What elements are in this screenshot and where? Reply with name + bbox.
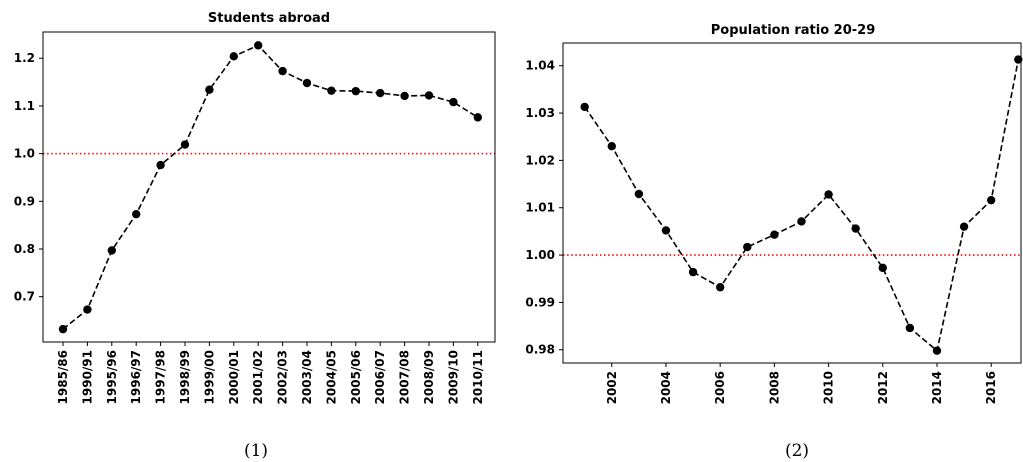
data-point — [327, 86, 336, 95]
data-point — [229, 52, 238, 61]
data-point — [959, 222, 969, 231]
chart-1-plot-frame — [42, 31, 496, 343]
x-tick-label: 2016 — [984, 371, 998, 404]
x-tick-label: 2007/08 — [398, 350, 412, 404]
y-tick-label: 1.0 — [14, 147, 35, 161]
x-tick-label: 2001/02 — [251, 350, 265, 404]
y-tick-label: 1.04 — [525, 59, 555, 73]
y-tick-label: 0.9 — [14, 194, 35, 208]
x-tick-label: 2012 — [876, 371, 890, 404]
x-tick-label: 1996/97 — [129, 350, 143, 404]
data-point — [254, 41, 263, 50]
data-point — [743, 242, 752, 252]
x-tick-label: 2008/09 — [422, 350, 436, 404]
x-tick-label: 1995/96 — [105, 350, 119, 404]
x-tick-label: 2006 — [713, 371, 727, 404]
data-point — [986, 195, 996, 205]
x-tick-label: 2008 — [767, 371, 781, 404]
data-point — [376, 88, 385, 98]
data-point — [580, 102, 589, 112]
data-point — [205, 85, 214, 94]
x-tick-label: 2004 — [659, 371, 673, 404]
x-tick-label: 1998/99 — [178, 350, 192, 404]
y-tick-label: 1.1 — [14, 99, 35, 113]
chart-2-title: Population ratio 20-29 — [711, 23, 876, 38]
data-point — [473, 113, 482, 122]
data-point — [1014, 55, 1023, 64]
data-point — [107, 246, 117, 255]
chart-2-plot-frame — [562, 42, 1022, 364]
x-tick-label: 2000/01 — [227, 350, 241, 404]
data-point — [905, 323, 915, 333]
data-point — [58, 324, 68, 334]
data-point — [851, 224, 860, 233]
x-tick-label: 2009/10 — [446, 350, 460, 404]
x-tick-label: 2002/03 — [276, 350, 290, 404]
data-point — [400, 91, 409, 101]
x-tick-label: 2002 — [605, 371, 619, 404]
data-point — [878, 263, 887, 273]
x-tick-label: 2014 — [930, 371, 944, 404]
y-tick-label: 0.99 — [525, 295, 555, 309]
data-point — [634, 189, 644, 199]
x-tick-label: 1999/00 — [202, 350, 216, 404]
data-point — [83, 305, 92, 314]
data-point — [715, 283, 725, 292]
chart-population-ratio: Population ratio 20-29 0.98 0.99 1.00 1.01 1… — [525, 23, 1023, 461]
data-point — [661, 226, 671, 235]
chart-1-title: Students abroad — [208, 11, 330, 26]
data-point — [156, 160, 165, 170]
x-tick-label: 2010/11 — [471, 350, 485, 404]
data-point — [932, 346, 942, 355]
x-tick-label: 1990/91 — [80, 350, 94, 404]
y-tick-label: 0.8 — [14, 242, 35, 256]
chart-1-caption: (1) — [244, 441, 268, 461]
data-point — [278, 66, 287, 76]
x-tick-label: 1985/86 — [56, 350, 70, 404]
x-tick-label: 2006/07 — [373, 350, 387, 404]
data-point — [770, 230, 779, 239]
data-point — [688, 267, 698, 277]
x-tick-label: 2005/06 — [349, 350, 363, 404]
series-line — [62, 44, 479, 330]
data-point — [302, 78, 312, 88]
x-tick-label: 2003/04 — [300, 350, 314, 404]
series-line — [584, 59, 1020, 353]
y-tick-label: 1.02 — [525, 153, 555, 167]
data-point — [180, 140, 190, 149]
chart-students-abroad: Students abroad 0.7 0.8 0.9 1.0 1.1 1.2 1985/… — [14, 11, 496, 461]
data-point — [797, 217, 806, 226]
x-tick-label: 2010 — [822, 371, 836, 404]
chart-2-caption: (2) — [785, 441, 809, 461]
data-point — [424, 91, 434, 100]
y-tick-label: 1.03 — [525, 106, 555, 120]
y-tick-label: 0.7 — [14, 290, 35, 304]
data-point — [351, 86, 360, 96]
data-point — [607, 141, 616, 151]
y-tick-label: 1.01 — [525, 201, 555, 215]
data-point — [824, 190, 833, 199]
y-tick-label: 0.98 — [525, 343, 555, 357]
data-point — [132, 209, 141, 219]
x-tick-label: 2004/05 — [324, 350, 338, 404]
x-tick-label: 1997/98 — [154, 350, 168, 404]
y-tick-label: 1.2 — [14, 51, 35, 65]
data-point — [449, 97, 458, 107]
y-tick-label: 1.00 — [525, 248, 555, 262]
